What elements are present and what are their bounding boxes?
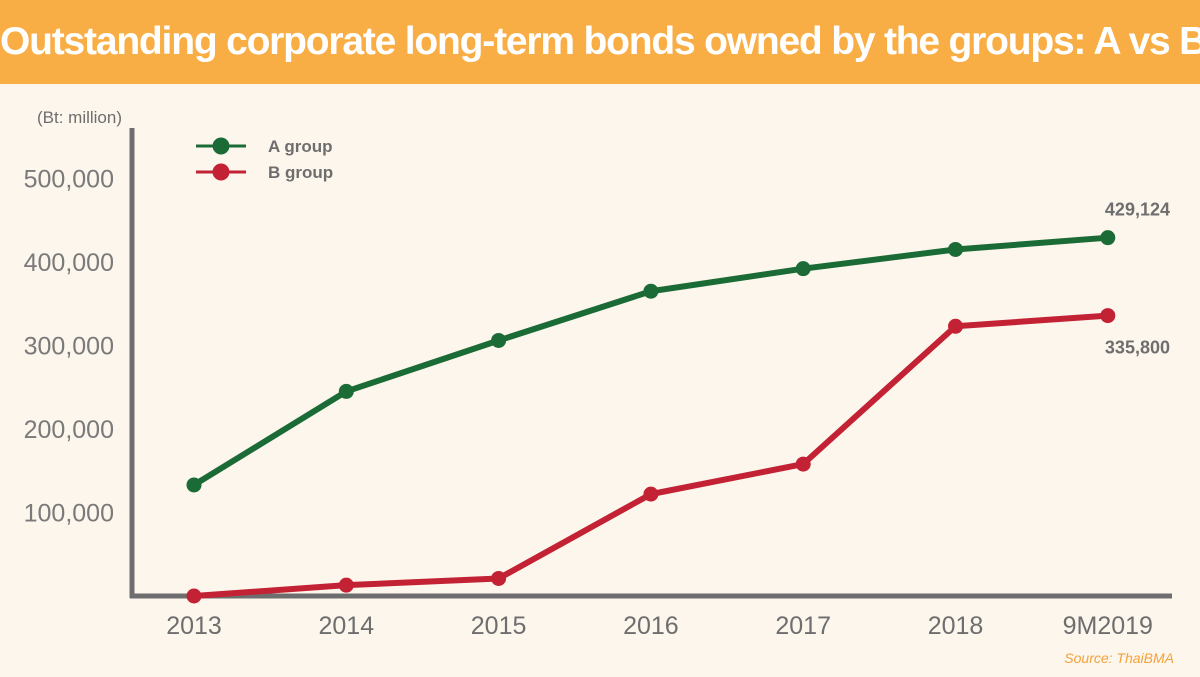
x-tick-labels: 2013 2014 2015 2016 2017 2018 9M2019 [166, 612, 1153, 640]
data-point-a-group-2017 [795, 261, 811, 277]
x-tick-label-2016: 2016 [623, 612, 679, 640]
series-line-a-group [191, 234, 1111, 488]
data-point-b-group-9m2019 [1100, 308, 1116, 324]
source-note: Source: ThaiBMA [1064, 650, 1174, 666]
data-point-b-group-2015 [491, 570, 507, 586]
series-layer [186, 230, 1116, 604]
legend: A group B group [196, 137, 333, 182]
series-b-group [186, 308, 1116, 604]
series-line-b-group [191, 312, 1111, 599]
y-tick-label-100000: 100,000 [24, 500, 114, 528]
y-tick-labels: 100,000 200,000 300,000 400,000 500,000 [24, 166, 114, 528]
y-unit-label: (Bt: million) [37, 108, 122, 127]
x-tick-label-9m2019: 9M2019 [1063, 612, 1153, 640]
data-point-b-group-2013 [186, 588, 202, 604]
data-label-b-group: 335,800 [1105, 338, 1170, 358]
data-point-b-group-2018 [948, 318, 963, 334]
data-point-a-group-2016 [643, 283, 659, 299]
data-label-a-group: 429,124 [1105, 200, 1170, 220]
y-tick-label-300000: 300,000 [24, 333, 114, 361]
x-tick-label-2015: 2015 [471, 612, 527, 640]
title-banner: Outstanding corporate long-term bonds ow… [0, 0, 1200, 84]
data-point-a-group-2014 [338, 383, 354, 399]
legend-marker-a-group [212, 137, 230, 155]
x-tick-label-2018: 2018 [928, 612, 984, 640]
data-point-b-group-2016 [643, 486, 659, 502]
legend-label-a-group: A group [268, 137, 333, 156]
legend-item-a-group: A group [196, 137, 333, 156]
series-a-group [186, 230, 1116, 493]
y-tick-label-200000: 200,000 [24, 416, 114, 444]
y-tick-label-500000: 500,000 [24, 166, 114, 194]
x-tick-label-2017: 2017 [775, 612, 831, 640]
chart-title: Outstanding corporate long-term bonds ow… [0, 20, 1200, 63]
x-tick-label-2013: 2013 [166, 612, 222, 640]
data-point-a-group-2013 [186, 477, 202, 493]
legend-item-b-group: B group [196, 163, 333, 182]
data-point-b-group-2014 [338, 577, 354, 593]
data-point-a-group-2015 [491, 332, 507, 348]
data-point-b-group-2017 [795, 456, 811, 472]
legend-label-b-group: B group [268, 163, 333, 182]
x-tick-label-2014: 2014 [318, 612, 374, 640]
legend-marker-b-group [212, 163, 230, 181]
data-labels: 429,124 335,800 [1105, 200, 1170, 358]
y-tick-label-400000: 400,000 [24, 249, 114, 277]
data-point-a-group-9m2019 [1100, 230, 1116, 246]
chart-axes [129, 128, 1172, 599]
data-point-a-group-2018 [948, 241, 963, 257]
